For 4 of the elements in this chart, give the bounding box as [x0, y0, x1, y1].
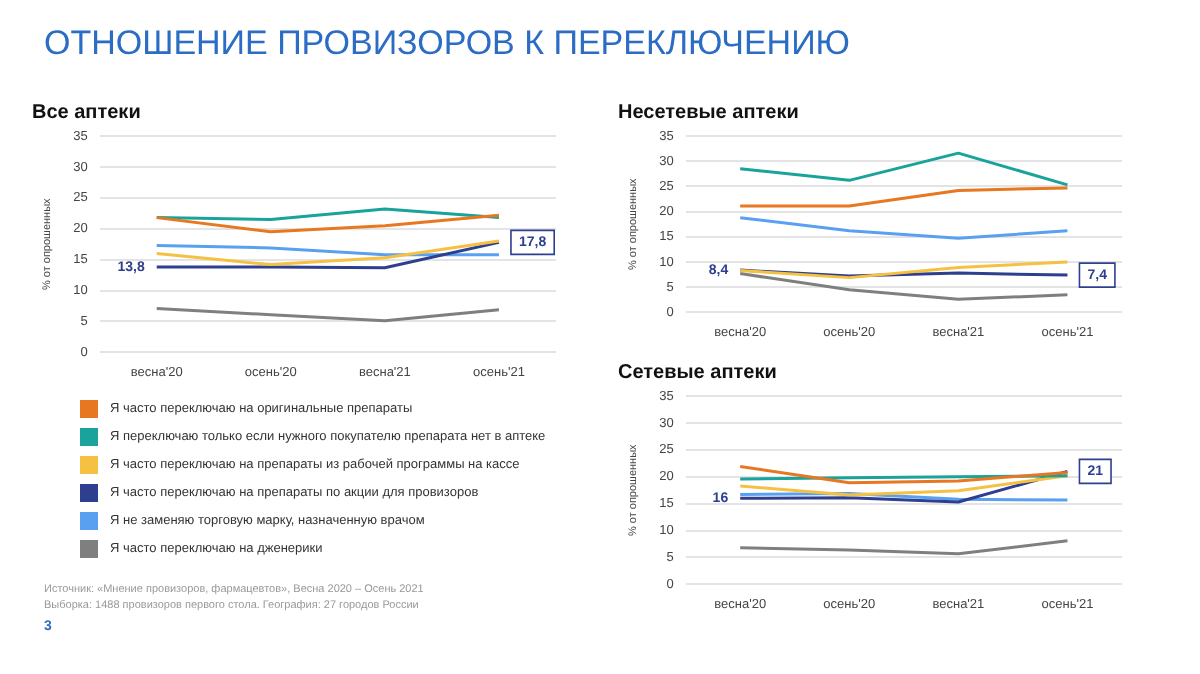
chart-subtitle: Все аптеки [32, 101, 141, 124]
chart-title: Несетевые аптеки [618, 101, 799, 124]
chart-title: Сетевые аптеки [618, 361, 777, 384]
chart-title: ОТНОШЕНИЕ ПРОВИЗОРОВ К ПЕРЕКЛЮЧЕНИЮ [44, 24, 850, 64]
